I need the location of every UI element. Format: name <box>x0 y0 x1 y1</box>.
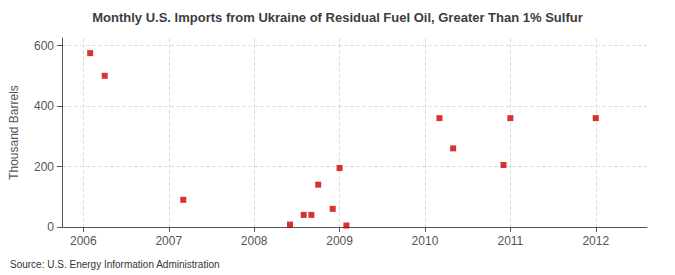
svg-text:400: 400 <box>34 99 54 113</box>
svg-text:2007: 2007 <box>155 234 182 248</box>
svg-text:2010: 2010 <box>412 234 439 248</box>
svg-text:Thousand Barrels: Thousand Barrels <box>7 85 21 180</box>
svg-text:Monthly U.S. Imports from Ukra: Monthly U.S. Imports from Ukraine of Res… <box>92 10 582 25</box>
svg-text:200: 200 <box>34 160 54 174</box>
svg-text:2008: 2008 <box>241 234 268 248</box>
svg-text:2011: 2011 <box>497 234 523 248</box>
svg-text:Source: U.S. Energy Informatio: Source: U.S. Energy Information Administ… <box>10 259 220 270</box>
svg-text:0: 0 <box>47 220 54 234</box>
svg-text:600: 600 <box>34 39 54 53</box>
svg-text:2009: 2009 <box>326 234 353 248</box>
svg-text:2006: 2006 <box>70 234 97 248</box>
svg-text:2012: 2012 <box>582 234 609 248</box>
